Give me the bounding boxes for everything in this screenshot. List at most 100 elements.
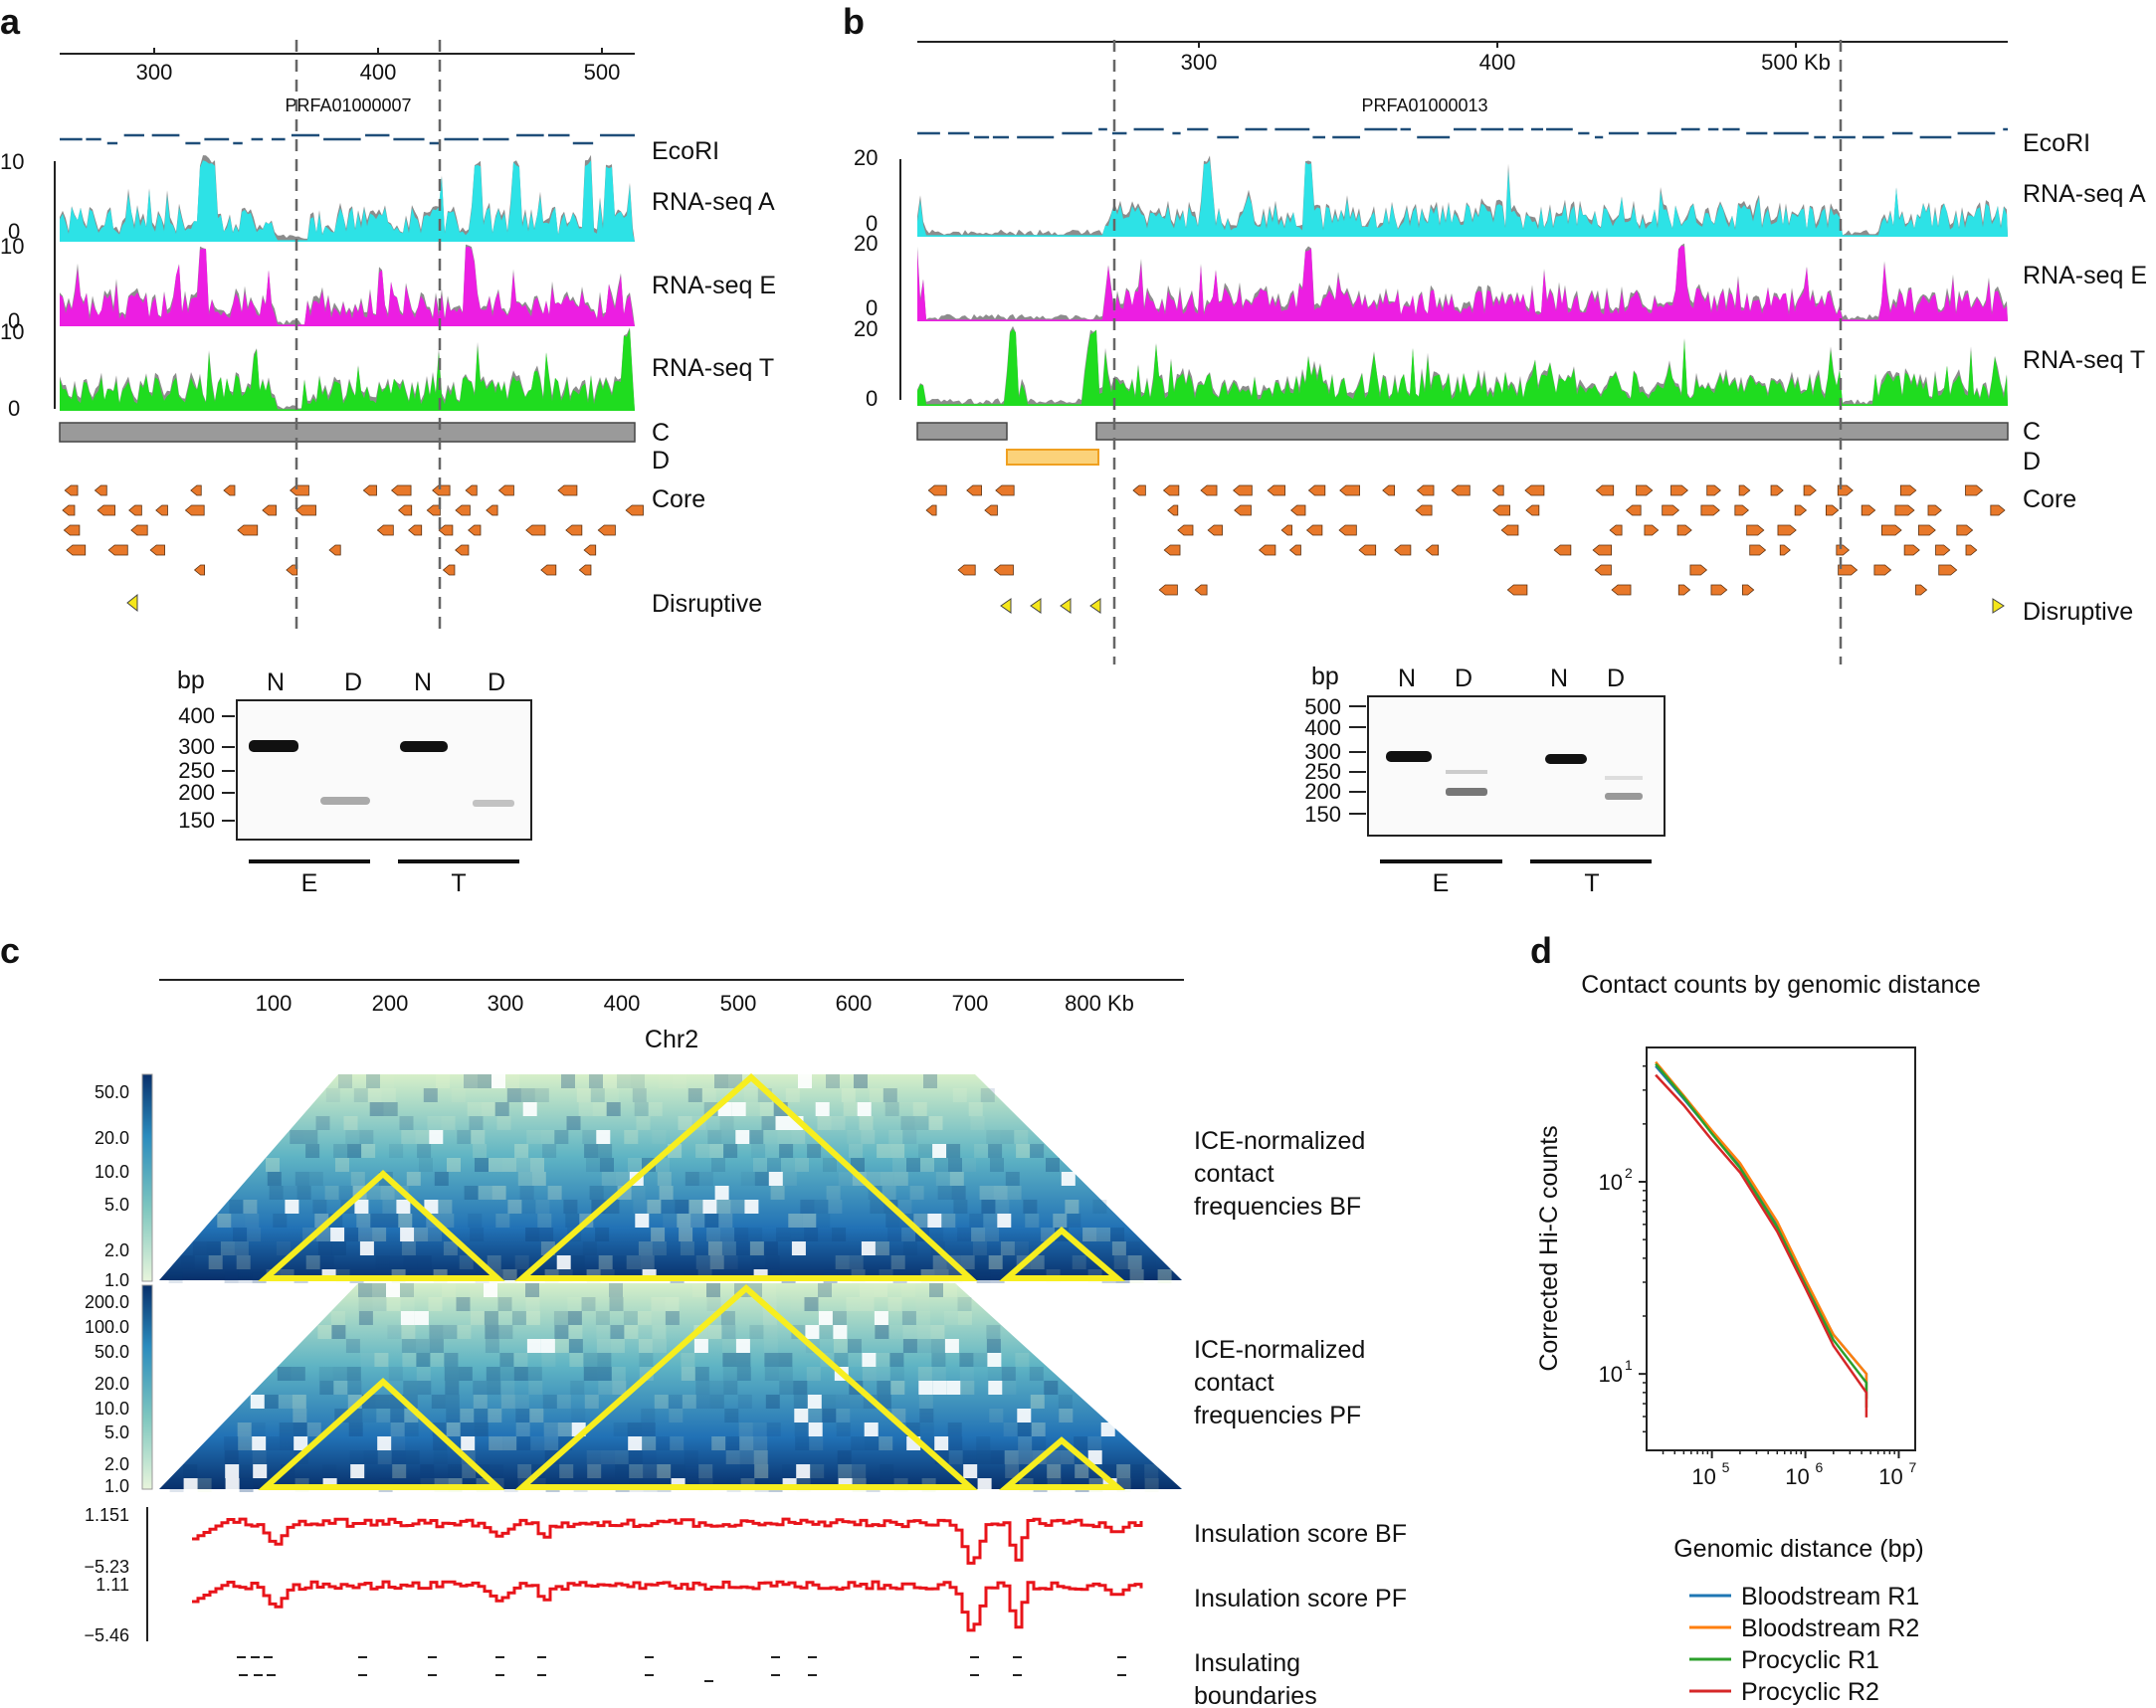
heatmap-cell <box>711 1436 726 1450</box>
heatmap-cell <box>884 1102 899 1116</box>
heatmap-cell <box>764 1353 779 1367</box>
heatmap-cell <box>860 1297 875 1311</box>
core-gene <box>1339 484 1360 496</box>
heatmap-cell <box>530 1436 545 1450</box>
heatmap-cell <box>516 1158 530 1172</box>
heatmap-cell <box>225 1478 240 1492</box>
heatmap-cell <box>833 1339 848 1353</box>
svg-text:PRFA01000013: PRFA01000013 <box>1361 95 1487 115</box>
heatmap-cell <box>370 1214 385 1228</box>
heatmap-cell <box>1017 1409 1032 1423</box>
heatmap-cell <box>192 1241 207 1255</box>
core-gene <box>578 564 592 576</box>
heatmap-cell <box>959 1353 974 1367</box>
heatmap-cell <box>389 1255 404 1269</box>
heatmap-cell <box>180 1255 195 1269</box>
heatmap-cell <box>331 1241 346 1255</box>
heatmap-cell <box>877 1381 891 1395</box>
heatmap-cell <box>584 1144 599 1158</box>
heatmap-cell <box>941 1214 956 1228</box>
heatmap-cell <box>1046 1158 1060 1172</box>
heatmap-cell <box>879 1436 893 1450</box>
svg-text:RNA-seq A: RNA-seq A <box>2023 180 2146 208</box>
heatmap-cell <box>335 1158 349 1172</box>
heatmap-cell <box>319 1255 334 1269</box>
heatmap-cell <box>578 1102 593 1116</box>
core-gene <box>1553 544 1572 556</box>
heatmap-cell <box>595 1311 610 1325</box>
svg-text:2.0: 2.0 <box>104 1454 129 1474</box>
heatmap-cell <box>862 1353 877 1367</box>
core-gene <box>1918 524 1936 536</box>
svg-text:10: 10 <box>0 149 24 174</box>
heatmap-cell <box>606 1102 621 1116</box>
heatmap-cell <box>657 1464 672 1478</box>
core-gene <box>1738 484 1751 496</box>
heatmap-cell <box>1125 1241 1140 1255</box>
svg-text:RNA-seq E: RNA-seq E <box>2023 262 2147 289</box>
heatmap-cell <box>765 1144 780 1158</box>
heatmap-cell <box>324 1186 339 1200</box>
heatmap-cell <box>208 1255 223 1269</box>
heatmap-cell <box>589 1074 603 1088</box>
heatmap-cell <box>460 1409 475 1423</box>
heatmap-cell <box>491 1186 506 1200</box>
heatmap-cell <box>887 1297 902 1311</box>
heatmap-cell <box>597 1353 612 1367</box>
svg-text:frequencies BF: frequencies BF <box>1194 1193 1361 1221</box>
d-xtick-label: 10 <box>1785 1464 1809 1489</box>
heatmap-cell <box>417 1255 432 1269</box>
heatmap-cell <box>807 1144 822 1158</box>
d-series-lines <box>1655 1060 1868 1418</box>
heatmap-cell <box>528 1381 543 1395</box>
heatmap-cell <box>372 1297 387 1311</box>
core-gene <box>1779 544 1791 556</box>
core-gene <box>1770 484 1784 496</box>
heatmap-cell <box>934 1436 949 1450</box>
heatmap-cell <box>485 1339 499 1353</box>
svg-text:Disruptive: Disruptive <box>2023 598 2133 626</box>
heatmap-cell <box>1157 1269 1172 1283</box>
heatmap-cell <box>862 1367 877 1381</box>
heatmap-cell <box>1005 1172 1020 1186</box>
heatmap-cell <box>974 1144 989 1158</box>
heatmap-cell <box>617 1074 631 1088</box>
heatmap-cell <box>376 1409 391 1423</box>
heatmap-cell <box>709 1395 724 1409</box>
heatmap-cell <box>988 1381 1003 1395</box>
heatmap-cell <box>522 1102 537 1116</box>
heatmap-cell <box>835 1395 850 1409</box>
heatmap-cell <box>892 1158 906 1172</box>
heatmap-cell <box>849 1255 864 1269</box>
heatmap-cell <box>414 1228 429 1241</box>
heatmap-cell <box>944 1339 959 1353</box>
heatmap-cell <box>1047 1464 1062 1478</box>
svg-text:D: D <box>652 447 670 474</box>
heatmap-cell <box>372 1228 387 1241</box>
d-ytick-label: 10 <box>1599 1170 1623 1195</box>
heatmap-cell <box>782 1172 797 1186</box>
heatmap-cell <box>1116 1464 1131 1478</box>
core-gene <box>925 504 937 516</box>
heatmap-cell <box>1030 1144 1045 1158</box>
core-gene <box>149 544 165 556</box>
d-ytick-exp: 1 <box>1625 1357 1633 1373</box>
core-gene <box>540 564 557 576</box>
panel-label-b: b <box>843 1 865 42</box>
heatmap-cell <box>554 1130 569 1144</box>
heatmap-cell <box>526 1339 541 1353</box>
svg-text:400: 400 <box>1304 715 1341 740</box>
d-xtick-exp: 7 <box>1908 1459 1916 1475</box>
heatmap-cell <box>1030 1395 1045 1409</box>
heatmap-cell <box>739 1436 754 1450</box>
heatmap-cell <box>598 1381 613 1395</box>
heatmap-cell <box>790 1283 804 1297</box>
heatmap-cell <box>902 1339 917 1353</box>
heatmap-cell <box>502 1158 516 1172</box>
heatmap-cell <box>749 1325 764 1339</box>
rna-coverage <box>917 245 2008 321</box>
heatmap-cell <box>906 1158 920 1172</box>
a-gel: bp N D N D 400 300 250 200 150 E T <box>177 666 532 897</box>
heatmap-cell <box>294 1172 309 1186</box>
heatmap-cell <box>776 1228 791 1241</box>
